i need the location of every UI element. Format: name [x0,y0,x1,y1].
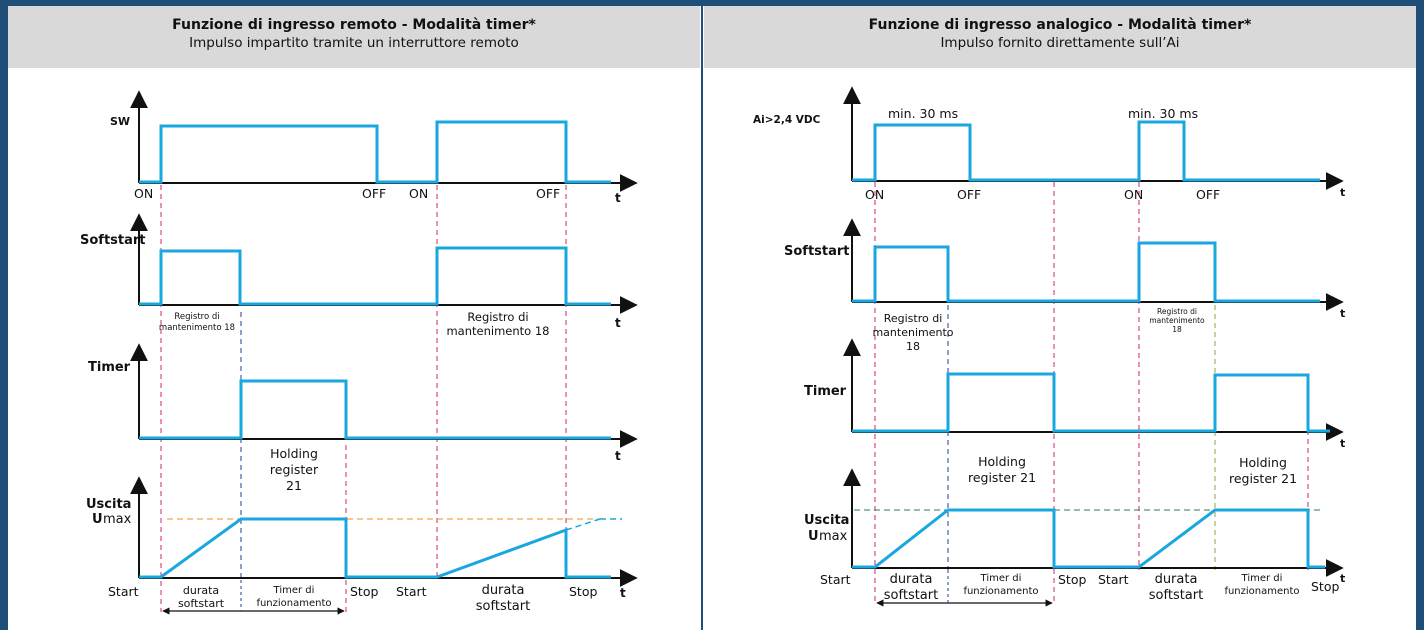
right-axis-t-3: t [1340,437,1345,450]
right-guides [854,182,1320,604]
right-stop-2: Stop [1311,579,1339,594]
left-labels: SW Softstart Timer Uscita U max t t t t … [80,115,626,614]
left-label-umax-rest: max [103,512,132,527]
right-timer-fun-2-a: Timer di [1241,573,1283,584]
left-start-2: Start [396,584,427,599]
right-axis-t-1: t [1340,186,1345,199]
right-ai-off-2: OFF [1196,187,1220,202]
left-softstart-signal [139,246,611,306]
left-sw-off-2: OFF [536,186,560,201]
left-sw-on-2: ON [409,186,428,201]
right-output-signal [852,508,1325,569]
left-durata-1-a: durata [183,584,219,597]
left-hold21-3: 21 [286,478,302,493]
left-frame-bar [0,0,8,630]
top-frame-bar [0,0,1424,6]
left-reg18-1: Registro di [467,310,528,324]
right-panel-header: Funzione di ingresso analogico - Modalit… [704,6,1416,68]
left-reg18-small-2: mantenimento 18 [159,323,235,333]
left-label-softstart: Softstart [80,233,146,248]
left-timer-signal [139,379,611,440]
right-panel-subtitle: Impulso fornito direttamente sull’Ai [940,35,1180,51]
right-axis-t-4: t [1340,572,1345,585]
left-durata-2-b: softstart [476,599,530,614]
right-timer-fun-2-b: funzionamento [1224,586,1299,597]
right-min30-2: min. 30 ms [1128,106,1198,121]
right-reg18-small-1: Registro di [1157,307,1197,316]
right-ai-on-1: ON [865,187,884,202]
left-sw-on-1: ON [134,186,153,201]
left-axis-t-1: t [615,191,621,205]
left-label-umax-u: U [92,512,103,527]
right-label-ai: Ai>2,4 VDC [753,114,821,126]
right-double-arrow [876,570,1053,607]
left-panel-subtitle: Impulso impartito tramite un interruttor… [189,35,519,51]
right-ai-signal [852,120,1320,182]
left-panel-title: Funzione di ingresso remoto - Modalità t… [172,17,536,33]
right-hold21b-2: register 21 [1229,471,1297,486]
left-axis-t-3: t [615,449,621,463]
left-timer-fun-b: funzionamento [256,598,331,609]
left-durata-1-b: softstart [178,597,225,610]
left-axis-t-4: t [620,586,626,600]
right-reg18-1: Registro di [884,312,943,325]
right-panel-title: Funzione di ingresso analogico - Modalit… [868,17,1252,33]
right-label-umax-u: U [808,529,819,544]
left-reg18-2: mantenimento 18 [446,324,549,338]
left-sw-off-1: OFF [362,186,386,201]
right-ai-on-2: ON [1124,187,1143,202]
right-durata-1-b: softstart [884,588,938,603]
right-durata-2-a: durata [1155,572,1198,587]
right-timer-fun-1-a: Timer di [980,573,1022,584]
left-sw-signal [139,120,611,184]
right-hold21a-2: register 21 [968,470,1036,485]
left-axes [130,90,638,587]
left-output-signal [139,517,611,579]
left-stop-1: Stop [350,584,378,599]
left-hold21-2: register [270,462,319,477]
right-min30-1: min. 30 ms [888,106,958,121]
left-stop-2: Stop [569,584,597,599]
right-signals [852,120,1330,569]
left-double-arrow [162,580,345,615]
right-start-1: Start [820,572,851,587]
right-reg18-3: 18 [906,340,920,353]
left-hold21-1: Holding [270,446,318,461]
right-frame-bar [1416,0,1424,630]
right-labels: Ai>2,4 VDC Softstart Timer Uscita U max … [753,106,1345,603]
right-axis-t-2: t [1340,307,1345,320]
right-label-softstart: Softstart [784,244,850,259]
right-reg18-2: mantenimento [872,326,953,339]
right-ai-off-1: OFF [957,187,981,202]
right-timer-fun-1-b: funzionamento [963,586,1038,597]
left-label-uscita: Uscita [86,497,131,512]
right-hold21a-1: Holding [978,454,1026,469]
left-durata-2-a: durata [482,583,525,598]
right-softstart-signal [852,241,1320,303]
left-label-sw: SW [110,115,130,128]
right-stop-1: Stop [1058,572,1086,587]
right-durata-2-b: softstart [1149,588,1203,603]
right-label-umax-rest: max [819,529,848,544]
right-label-timer: Timer [804,384,847,399]
left-reg18-small-1: Registro di [174,312,219,322]
right-start-2: Start [1098,572,1129,587]
right-reg18-small-3: 18 [1172,325,1182,334]
left-label-timer: Timer [88,360,131,375]
left-panel-header: Funzione di ingresso remoto - Modalità t… [8,6,700,68]
left-signals [139,120,622,579]
right-durata-1-a: durata [890,572,933,587]
right-hold21b-1: Holding [1239,455,1287,470]
left-axis-t-2: t [615,316,621,330]
right-reg18-small-2: mantenimento [1149,316,1205,325]
left-start-1: Start [108,584,139,599]
left-timer-fun-a: Timer di [273,585,315,596]
right-label-uscita: Uscita [804,513,849,528]
right-timer-signal [852,372,1330,433]
